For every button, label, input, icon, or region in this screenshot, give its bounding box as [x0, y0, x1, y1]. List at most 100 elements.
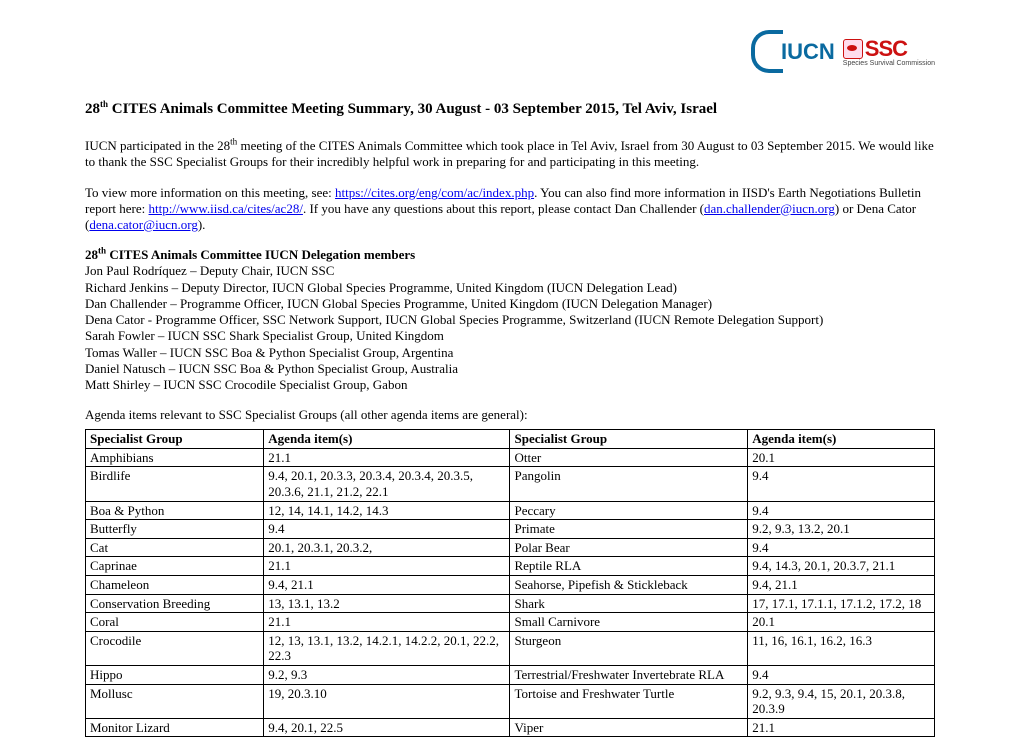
th-items-1: Agenda item(s) — [264, 430, 510, 449]
paragraph-1: IUCN participated in the 28th meeting of… — [85, 138, 935, 171]
table-cell: Sturgeon — [510, 631, 748, 665]
table-row: Butterfly9.4Primate9.2, 9.3, 13.2, 20.1 — [86, 520, 935, 539]
page-title: 28th CITES Animals Committee Meeting Sum… — [85, 101, 935, 118]
table-cell: 9.4, 14.3, 20.1, 20.3.7, 21.1 — [748, 557, 935, 576]
table-cell: Seahorse, Pipefish & Stickleback — [510, 576, 748, 595]
table-cell: 20.1, 20.3.1, 20.3.2, — [264, 538, 510, 557]
table-cell: 20.1 — [748, 613, 935, 632]
table-cell: 9.2, 9.3, 9.4, 15, 20.1, 20.3.8, 20.3.9 — [748, 684, 935, 718]
table-cell: Otter — [510, 448, 748, 467]
table-cell: Shark — [510, 594, 748, 613]
table-row: Monitor Lizard9.4, 20.1, 22.5Viper21.1 — [86, 718, 935, 737]
title-pre: 28 — [85, 101, 100, 117]
member-line: Tomas Waller – IUCN SSC Boa & Python Spe… — [85, 345, 935, 361]
table-row: Conservation Breeding13, 13.1, 13.2Shark… — [86, 594, 935, 613]
table-cell: Reptile RLA — [510, 557, 748, 576]
member-line: Dan Challender – Programme Officer, IUCN… — [85, 296, 935, 312]
member-line: Dena Cator - Programme Officer, SSC Netw… — [85, 312, 935, 328]
table-cell: 12, 14, 14.1, 14.2, 14.3 — [264, 501, 510, 520]
iisd-link[interactable]: http://www.iisd.ca/cites/ac28/ — [149, 201, 303, 216]
member-line: Jon Paul Rodríquez – Deputy Chair, IUCN … — [85, 263, 935, 279]
cites-link[interactable]: https://cites.org/eng/com/ac/index.php — [335, 185, 534, 200]
members-head-pre: 28 — [85, 247, 98, 262]
ssc-subtitle: Species Survival Commission — [843, 60, 935, 67]
email-dena-link[interactable]: dena.cator@iucn.org — [89, 217, 197, 232]
para2-e: ). — [198, 217, 206, 232]
table-cell: 17, 17.1, 17.1.1, 17.1.2, 17.2, 18 — [748, 594, 935, 613]
iucn-logo-text: IUCN — [781, 39, 835, 65]
member-line: Daniel Natusch – IUCN SSC Boa & Python S… — [85, 361, 935, 377]
email-dan-link[interactable]: dan.challender@iucn.org — [704, 201, 835, 216]
member-line: Sarah Fowler – IUCN SSC Shark Specialist… — [85, 328, 935, 344]
table-cell: Chameleon — [86, 576, 264, 595]
iucn-swoosh-icon — [751, 30, 783, 73]
table-cell: 9.4 — [748, 467, 935, 501]
ssc-logo: SSC Species Survival Commission — [843, 36, 935, 67]
table-cell: 21.1 — [264, 557, 510, 576]
table-cell: Viper — [510, 718, 748, 737]
members-head-sup: th — [98, 246, 106, 256]
header-logos: IUCN SSC Species Survival Commission — [85, 30, 935, 73]
table-cell: Caprinae — [86, 557, 264, 576]
table-cell: Cat — [86, 538, 264, 557]
table-cell: 9.4, 21.1 — [264, 576, 510, 595]
members-head-rest: CITES Animals Committee IUCN Delegation … — [106, 247, 415, 262]
table-cell: 9.2, 9.3, 13.2, 20.1 — [748, 520, 935, 539]
table-row: Cat20.1, 20.3.1, 20.3.2,Polar Bear9.4 — [86, 538, 935, 557]
table-cell: 9.4, 20.1, 22.5 — [264, 718, 510, 737]
table-cell: Mollusc — [86, 684, 264, 718]
table-cell: Tortoise and Freshwater Turtle — [510, 684, 748, 718]
table-cell: Crocodile — [86, 631, 264, 665]
table-cell: Primate — [510, 520, 748, 539]
table-cell: Birdlife — [86, 467, 264, 501]
table-cell: Polar Bear — [510, 538, 748, 557]
table-row: Hippo9.2, 9.3Terrestrial/Freshwater Inve… — [86, 665, 935, 684]
title-sup: th — [100, 99, 108, 109]
table-cell: Peccary — [510, 501, 748, 520]
table-row: Mollusc19, 20.3.10Tortoise and Freshwate… — [86, 684, 935, 718]
table-cell: Boa & Python — [86, 501, 264, 520]
table-row: Boa & Python12, 14, 14.1, 14.2, 14.3Pecc… — [86, 501, 935, 520]
table-cell: 9.2, 9.3 — [264, 665, 510, 684]
delegation-members: Jon Paul Rodríquez – Deputy Chair, IUCN … — [85, 263, 935, 393]
iucn-logo: IUCN — [751, 30, 835, 73]
table-cell: Hippo — [86, 665, 264, 684]
table-intro: Agenda items relevant to SSC Specialist … — [85, 407, 935, 423]
table-row: Caprinae21.1Reptile RLA9.4, 14.3, 20.1, … — [86, 557, 935, 576]
member-line: Richard Jenkins – Deputy Director, IUCN … — [85, 280, 935, 296]
table-cell: 13, 13.1, 13.2 — [264, 594, 510, 613]
para2-c: . If you have any questions about this r… — [303, 201, 704, 216]
title-rest: CITES Animals Committee Meeting Summary,… — [108, 101, 717, 117]
table-cell: 9.4 — [748, 501, 935, 520]
table-cell: 9.4, 20.1, 20.3.3, 20.3.4, 20.3.4, 20.3.… — [264, 467, 510, 501]
table-cell: Small Carnivore — [510, 613, 748, 632]
table-cell: 9.4, 21.1 — [748, 576, 935, 595]
para2-a: To view more information on this meeting… — [85, 185, 335, 200]
th-group-1: Specialist Group — [86, 430, 264, 449]
table-cell: 9.4 — [748, 665, 935, 684]
th-group-2: Specialist Group — [510, 430, 748, 449]
table-cell: 9.4 — [748, 538, 935, 557]
table-cell: 21.1 — [748, 718, 935, 737]
table-row: Birdlife9.4, 20.1, 20.3.3, 20.3.4, 20.3.… — [86, 467, 935, 501]
table-header-row: Specialist Group Agenda item(s) Speciali… — [86, 430, 935, 449]
agenda-table: Specialist Group Agenda item(s) Speciali… — [85, 429, 935, 737]
table-row: Amphibians21.1Otter20.1 — [86, 448, 935, 467]
table-cell: 11, 16, 16.1, 16.2, 16.3 — [748, 631, 935, 665]
table-row: Chameleon9.4, 21.1Seahorse, Pipefish & S… — [86, 576, 935, 595]
paragraph-2: To view more information on this meeting… — [85, 185, 935, 234]
document-page: IUCN SSC Species Survival Commission 28t… — [0, 0, 1020, 737]
th-items-2: Agenda item(s) — [748, 430, 935, 449]
table-cell: Conservation Breeding — [86, 594, 264, 613]
ssc-logo-text: SSC — [865, 36, 907, 62]
member-line: Matt Shirley – IUCN SSC Crocodile Specia… — [85, 377, 935, 393]
table-cell: Monitor Lizard — [86, 718, 264, 737]
table-cell: 20.1 — [748, 448, 935, 467]
table-cell: Butterfly — [86, 520, 264, 539]
table-cell: Pangolin — [510, 467, 748, 501]
table-row: Coral21.1Small Carnivore20.1 — [86, 613, 935, 632]
table-cell: 21.1 — [264, 613, 510, 632]
table-cell: 12, 13, 13.1, 13.2, 14.2.1, 14.2.2, 20.1… — [264, 631, 510, 665]
para1-a: IUCN participated in the 28 — [85, 138, 230, 153]
delegation-heading: 28th CITES Animals Committee IUCN Delega… — [85, 247, 935, 263]
